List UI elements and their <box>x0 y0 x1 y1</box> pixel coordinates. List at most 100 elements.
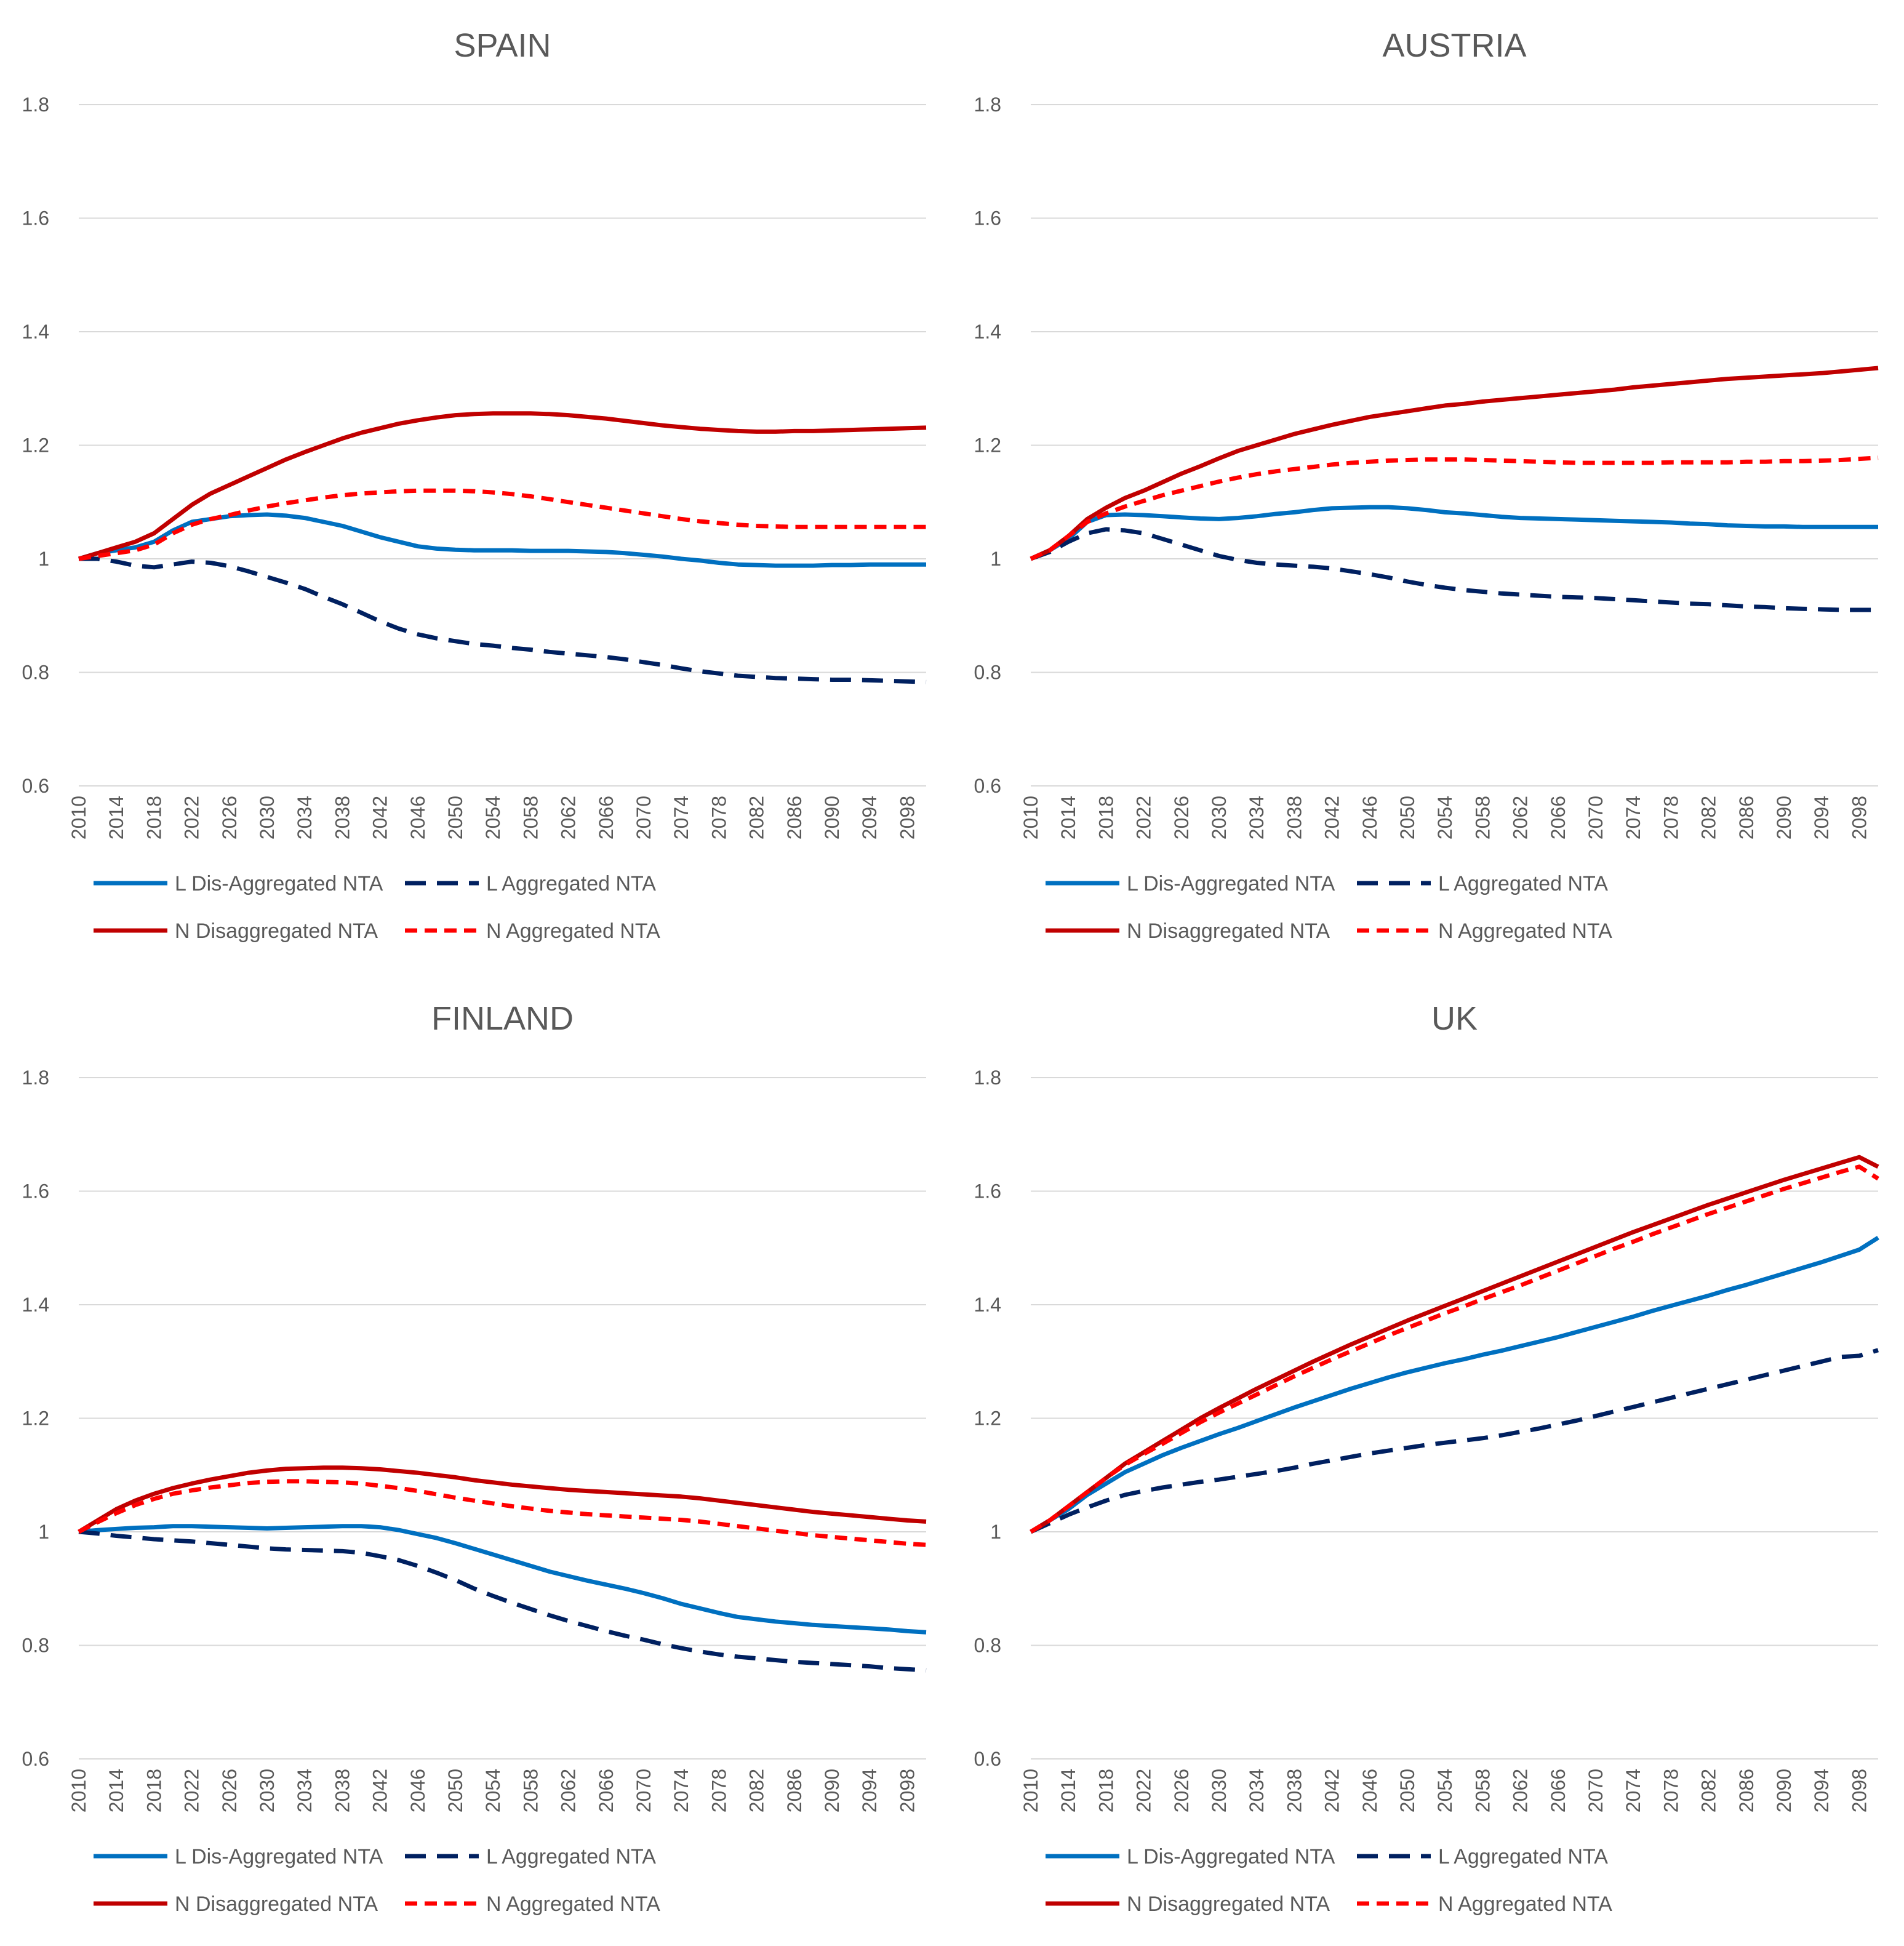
x-tick-label: 2022 <box>181 1769 203 1812</box>
y-tick-label: 1.8 <box>22 1067 49 1089</box>
legend-label: N Aggregated NTA <box>1438 919 1612 943</box>
x-tick-label: 2062 <box>1510 796 1532 839</box>
x-tick-label: 2010 <box>68 796 90 839</box>
x-tick-label: 2014 <box>1057 1769 1079 1812</box>
y-tick-label: 0.8 <box>22 662 49 684</box>
x-tick-label: 2074 <box>1622 796 1644 839</box>
chart-title: AUSTRIA <box>1382 27 1526 64</box>
x-tick-label: 2030 <box>256 796 278 839</box>
x-tick-label: 2094 <box>858 796 881 839</box>
legend-item-l-aggregated-nta: L Aggregated NTA <box>405 872 656 895</box>
y-tick-label: 0.8 <box>974 1635 1001 1657</box>
x-tick-label: 2050 <box>1396 796 1418 839</box>
chart-title: FINLAND <box>431 1000 574 1037</box>
legend-label: L Dis-Aggregated NTA <box>1127 872 1335 895</box>
chart-panel-finland: FINLAND 0.6 0.8 1 1.2 1.4 1.6 1.8 2010 2014 2018 20… <box>22 1000 927 1916</box>
x-tick-label: 2010 <box>1020 796 1042 839</box>
x-tick-label: 2034 <box>294 1769 316 1812</box>
x-tick-label: 2066 <box>595 1769 617 1812</box>
x-tick-label: 2042 <box>369 796 391 839</box>
series-line-n-aggregated-nta <box>78 1479 927 1547</box>
series-line-l-aggregated-nta <box>1030 1348 1879 1534</box>
x-tick-label: 2014 <box>105 796 127 839</box>
x-tick-label: 2078 <box>1660 1769 1682 1812</box>
y-tick-label: 0.6 <box>22 775 49 797</box>
y-tick-label: 1 <box>38 548 49 570</box>
x-tick-label: 2090 <box>821 796 843 839</box>
x-tick-label: 2070 <box>633 796 655 839</box>
x-tick-label: 2094 <box>858 1769 881 1812</box>
series-line-n-disaggregated-nta <box>1030 1155 1879 1534</box>
x-tick-label: 2098 <box>896 1769 918 1812</box>
legend-item-n-aggregated-nta: N Aggregated NTA <box>405 1892 660 1916</box>
chart-panel-austria: AUSTRIA 0.6 0.8 1 1.2 1.4 1.6 1.8 2010 2014 2018 20… <box>974 27 1879 943</box>
series-line-l-dis-aggregated-nta <box>78 512 926 568</box>
legend-item-l-dis-aggregated-nta: L Dis-Aggregated NTA <box>94 1845 383 1868</box>
legend-label: L Aggregated NTA <box>1438 1845 1608 1868</box>
chart-panel-uk: UK 0.6 0.8 1 1.2 1.4 1.6 1.8 2010 2014 2018 2022 202… <box>974 1000 1879 1916</box>
x-tick-label: 2046 <box>1359 1769 1381 1812</box>
series-line-l-dis-aggregated-nta <box>1030 1236 1879 1534</box>
x-tick-label: 2086 <box>1735 1769 1758 1812</box>
y-tick-label: 1.4 <box>974 321 1001 343</box>
x-tick-label: 2094 <box>1810 796 1833 839</box>
y-tick-label: 1.8 <box>974 1067 1001 1089</box>
x-tick-label: 2046 <box>407 796 429 839</box>
x-tick-label: 2018 <box>143 1769 165 1812</box>
x-tick-label: 2030 <box>1208 796 1230 839</box>
x-tick-label: 2066 <box>1547 1769 1569 1812</box>
legend-item-l-aggregated-nta: L Aggregated NTA <box>405 1845 656 1868</box>
series-line-l-aggregated-nta <box>1030 527 1878 612</box>
y-tick-label: 0.8 <box>22 1635 49 1657</box>
x-tick-label: 2034 <box>294 796 316 839</box>
x-tick-label: 2014 <box>1057 796 1079 839</box>
x-tick-label: 2070 <box>1585 796 1607 839</box>
x-tick-label: 2058 <box>519 796 542 839</box>
x-tick-label: 2042 <box>1321 796 1343 839</box>
x-tick-label: 2058 <box>519 1769 542 1812</box>
legend-label: N Aggregated NTA <box>486 1892 660 1916</box>
x-tick-label: 2086 <box>783 1769 806 1812</box>
x-tick-label: 2062 <box>1510 1769 1532 1812</box>
series-line-n-disaggregated-nta <box>78 1465 927 1534</box>
chart-title: UK <box>1431 1000 1478 1037</box>
legend-item-n-disaggregated-nta: N Disaggregated NTA <box>94 1892 378 1916</box>
x-tick-label: 2050 <box>444 1769 466 1812</box>
legend-label: N Disaggregated NTA <box>1127 919 1330 943</box>
legend-item-l-aggregated-nta: L Aggregated NTA <box>1357 1845 1608 1868</box>
x-tick-label: 2054 <box>1434 1769 1456 1812</box>
y-tick-label: 1 <box>38 1521 49 1543</box>
y-tick-label: 1.8 <box>22 94 49 116</box>
legend-label: L Dis-Aggregated NTA <box>175 1845 383 1868</box>
y-tick-label: 1.4 <box>22 1294 49 1316</box>
x-tick-label: 2098 <box>1848 1769 1870 1812</box>
x-tick-label: 2022 <box>1133 1769 1155 1812</box>
x-tick-label: 2050 <box>444 796 466 839</box>
legend-label: L Dis-Aggregated NTA <box>1127 1845 1335 1868</box>
legend-label: N Disaggregated NTA <box>175 1892 378 1916</box>
x-tick-label: 2046 <box>1359 796 1381 839</box>
x-tick-label: 2078 <box>708 796 730 839</box>
y-tick-label: 1.2 <box>974 434 1001 457</box>
legend-label: L Aggregated NTA <box>486 872 656 895</box>
x-tick-label: 2074 <box>1622 1769 1644 1812</box>
x-tick-label: 2078 <box>1660 796 1682 839</box>
x-tick-label: 2094 <box>1810 1769 1833 1812</box>
x-tick-label: 2098 <box>896 796 918 839</box>
x-tick-label: 2038 <box>1283 1769 1305 1812</box>
legend-label: L Aggregated NTA <box>1438 872 1608 895</box>
legend-item-l-dis-aggregated-nta: L Dis-Aggregated NTA <box>1046 872 1335 895</box>
x-tick-label: 2038 <box>331 1769 353 1812</box>
y-tick-label: 1 <box>990 1521 1001 1543</box>
x-tick-label: 2066 <box>595 796 617 839</box>
legend-label: N Aggregated NTA <box>486 919 660 943</box>
series-line-l-aggregated-nta <box>79 556 927 684</box>
x-tick-label: 2034 <box>1246 1769 1268 1812</box>
x-tick-label: 2062 <box>558 1769 580 1812</box>
x-tick-label: 2090 <box>821 1769 843 1812</box>
y-tick-label: 1.2 <box>22 1407 49 1430</box>
x-tick-label: 2058 <box>1471 796 1494 839</box>
series-line-n-aggregated-nta <box>1030 455 1879 561</box>
y-tick-label: 1.6 <box>22 207 49 230</box>
